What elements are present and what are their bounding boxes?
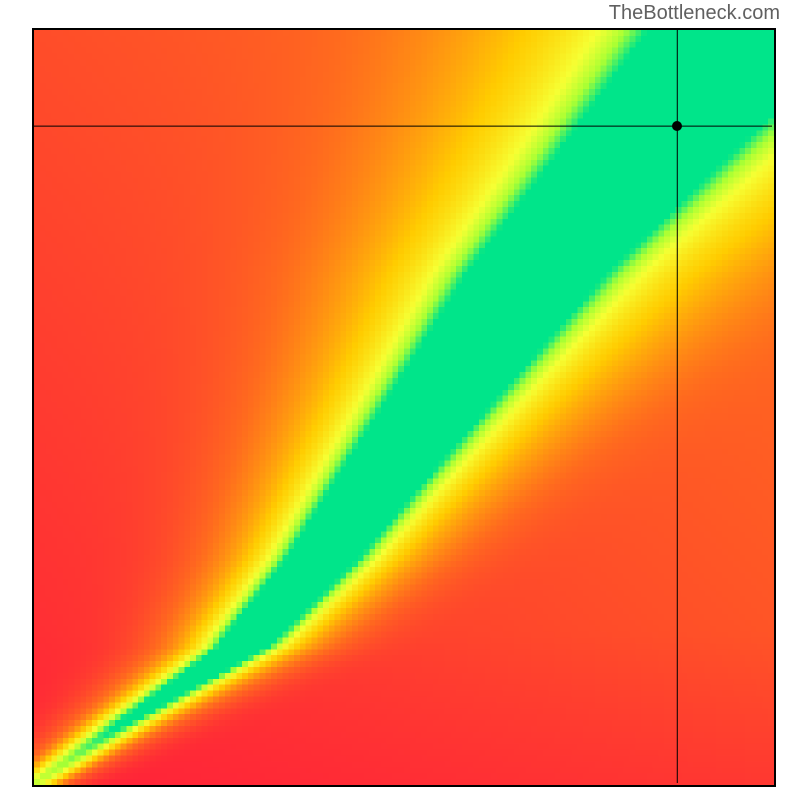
crosshair-overlay [32, 28, 772, 783]
watermark-text: TheBottleneck.com [609, 2, 780, 25]
chart-container: TheBottleneck.com [0, 0, 800, 800]
crosshair-marker [672, 121, 682, 131]
